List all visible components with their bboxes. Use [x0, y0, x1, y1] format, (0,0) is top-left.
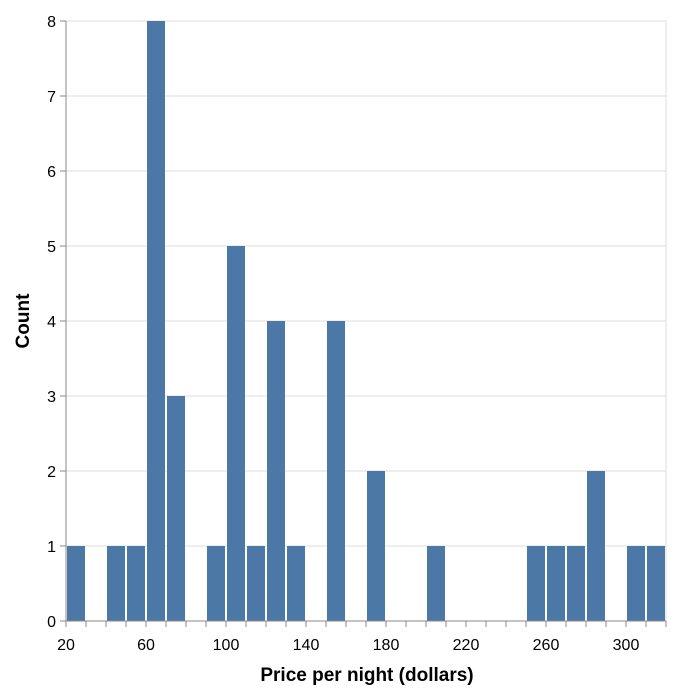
- bar-layer: [67, 21, 665, 621]
- histogram-bar: [427, 546, 445, 621]
- histogram-bar: [627, 546, 645, 621]
- histogram-bar: [167, 396, 185, 621]
- histogram-bar: [207, 546, 225, 621]
- histogram-bar: [647, 546, 665, 621]
- histogram-bar: [567, 546, 585, 621]
- axis-layer: 0 1 2 3 4 5 6 7 8 20 60 100 140 180 220 260 300: [47, 14, 667, 654]
- x-tick-label: 60: [137, 637, 155, 654]
- histogram-bar: [287, 546, 305, 621]
- x-tick-label: 20: [57, 637, 75, 654]
- histogram-bar: [547, 546, 565, 621]
- y-tick-label: 3: [47, 389, 56, 406]
- y-tick-label: 4: [47, 314, 56, 331]
- histogram-bar: [67, 546, 85, 621]
- y-tick-label: 0: [47, 614, 56, 631]
- y-tick-label: 2: [47, 464, 56, 481]
- histogram-bar: [267, 321, 285, 621]
- histogram-bar: [327, 321, 345, 621]
- histogram-bar: [247, 546, 265, 621]
- x-tick-label: 180: [373, 637, 400, 654]
- x-axis-title: Price per night (dollars): [260, 665, 473, 686]
- y-tick-label: 1: [47, 539, 56, 556]
- y-tick-label: 8: [47, 14, 56, 31]
- histogram-bar: [127, 546, 145, 621]
- y-axis-title: Count: [13, 293, 34, 349]
- histogram-bar: [107, 546, 125, 621]
- histogram-bar: [587, 471, 605, 621]
- x-tick-label: 220: [453, 637, 480, 654]
- histogram-bar: [147, 21, 165, 621]
- x-tick-label: 300: [613, 637, 640, 654]
- x-tick-label: 260: [533, 637, 560, 654]
- histogram-bar: [367, 471, 385, 621]
- x-tick-label: 100: [213, 637, 240, 654]
- y-tick-label: 5: [47, 239, 56, 256]
- x-tick-label: 140: [293, 637, 320, 654]
- y-tick-label: 6: [47, 164, 56, 181]
- grid-layer: [66, 20, 667, 621]
- histogram-bar: [527, 546, 545, 621]
- histogram-bar: [227, 246, 245, 621]
- y-tick-label: 7: [47, 89, 56, 106]
